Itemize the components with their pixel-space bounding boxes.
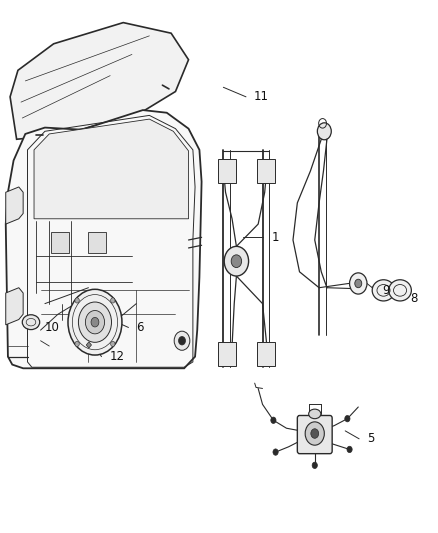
Circle shape xyxy=(224,246,249,276)
Text: 6: 6 xyxy=(136,321,144,334)
Circle shape xyxy=(355,279,362,288)
Circle shape xyxy=(273,449,278,455)
Polygon shape xyxy=(218,342,236,366)
Polygon shape xyxy=(51,232,69,253)
Circle shape xyxy=(174,331,190,350)
Polygon shape xyxy=(218,159,236,183)
Ellipse shape xyxy=(372,280,395,301)
Circle shape xyxy=(318,123,331,140)
Circle shape xyxy=(111,341,115,346)
Circle shape xyxy=(68,289,122,355)
Circle shape xyxy=(85,311,105,334)
Ellipse shape xyxy=(309,409,321,419)
Circle shape xyxy=(179,336,185,345)
Circle shape xyxy=(78,302,112,342)
Ellipse shape xyxy=(22,315,40,329)
Text: 12: 12 xyxy=(110,350,124,363)
Polygon shape xyxy=(257,342,275,366)
Circle shape xyxy=(345,416,350,422)
Text: 8: 8 xyxy=(410,292,418,305)
Text: 1: 1 xyxy=(271,231,279,244)
Polygon shape xyxy=(6,288,23,325)
Circle shape xyxy=(305,422,324,445)
Circle shape xyxy=(347,446,352,453)
Polygon shape xyxy=(86,342,92,348)
Circle shape xyxy=(231,255,242,268)
Circle shape xyxy=(111,298,115,303)
Circle shape xyxy=(271,417,276,423)
Polygon shape xyxy=(6,187,23,224)
Circle shape xyxy=(91,317,99,327)
Polygon shape xyxy=(6,110,201,368)
Circle shape xyxy=(311,429,319,438)
Text: 9: 9 xyxy=(382,284,390,297)
Circle shape xyxy=(350,273,367,294)
Text: 5: 5 xyxy=(367,432,374,446)
Polygon shape xyxy=(88,232,106,253)
FancyBboxPatch shape xyxy=(297,416,332,454)
Circle shape xyxy=(75,341,79,346)
Circle shape xyxy=(312,462,318,469)
Circle shape xyxy=(75,298,79,303)
Polygon shape xyxy=(257,159,275,183)
Ellipse shape xyxy=(389,280,411,301)
Polygon shape xyxy=(10,22,188,139)
Text: 10: 10 xyxy=(45,321,60,334)
Polygon shape xyxy=(34,119,188,219)
Text: 11: 11 xyxy=(254,90,269,103)
